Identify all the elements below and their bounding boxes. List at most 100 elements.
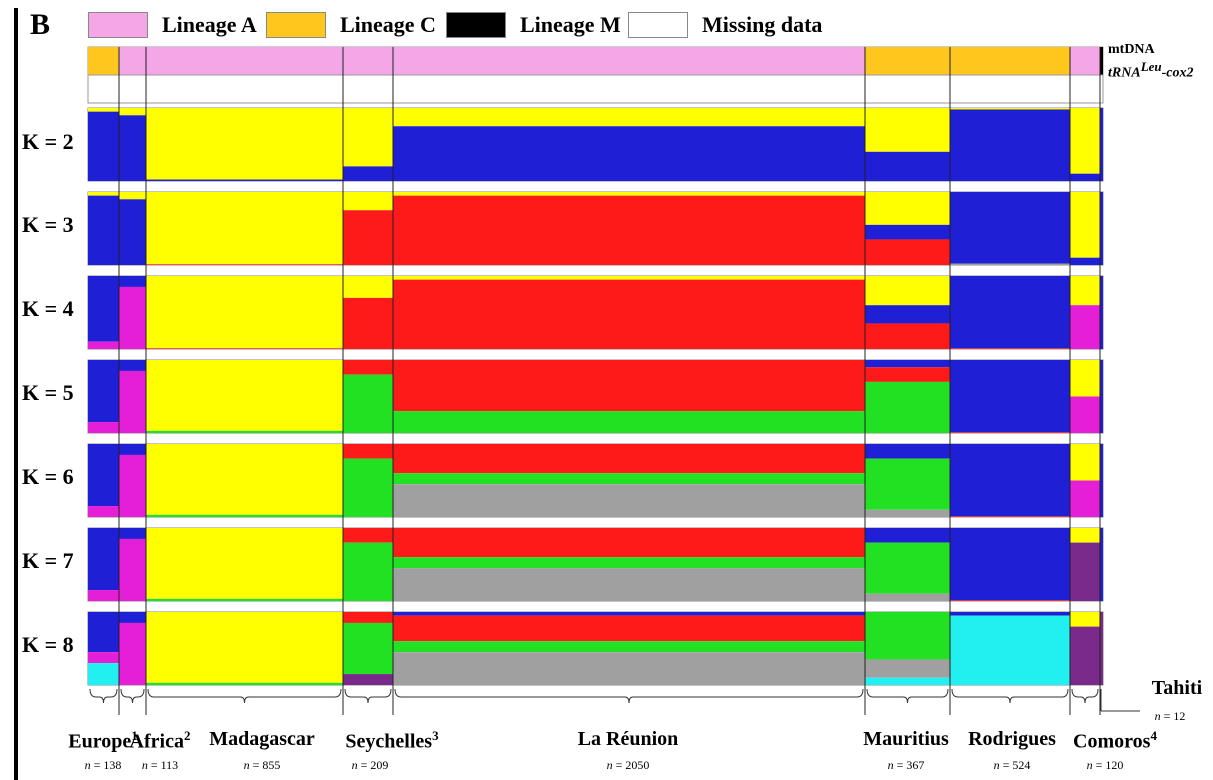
ancestry-bar-segment [865, 151, 950, 181]
ancestry-bar-segment [393, 411, 865, 433]
ancestry-bar-segment [1070, 108, 1100, 174]
ancestry-bar-segment [343, 374, 393, 433]
ancestry-bar-segment [865, 677, 950, 685]
ancestry-bar-segment [1070, 542, 1100, 601]
n-italic: n [141, 758, 148, 772]
panel-letter: B [30, 8, 51, 41]
ancestry-bar-segment [88, 111, 119, 181]
ancestry-bar-segment [119, 612, 146, 623]
n-label-mauritius: n = 367 [888, 758, 925, 773]
ancestry-bar-segment [343, 297, 393, 349]
ancestry-bar-segment [343, 192, 393, 211]
ancestry-bar-segment [146, 514, 343, 517]
ancestry-bar-segment [119, 192, 146, 200]
n-label-madagascar: n = 855 [244, 758, 281, 773]
n-value: = 138 [93, 758, 122, 772]
ancestry-bar-segment [1100, 444, 1103, 517]
ancestry-bar-segment [393, 641, 865, 653]
ancestry-bar-segment [393, 108, 865, 127]
ancestry-bar-segment [865, 367, 950, 382]
n-value: = 120 [1095, 758, 1124, 772]
ancestry-bar-segment [119, 454, 146, 517]
ancestry-bar-segment [146, 444, 343, 515]
n-italic: n [1154, 709, 1161, 723]
n-italic: n [351, 758, 358, 772]
ancestry-bar-segment [865, 444, 950, 459]
ancestry-bar-segment [343, 528, 393, 543]
ancestry-bar-segment [1070, 257, 1100, 265]
mtdna-segment [1070, 47, 1100, 75]
pop-sup: 3 [432, 728, 439, 743]
ancestry-bar-segment [146, 348, 343, 349]
ancestry-bar-segment [1070, 444, 1100, 481]
legend-label: Missing data [702, 12, 823, 37]
trna-cox2-label: tRNALeu-cox2 [1108, 59, 1194, 82]
pop-sup: 4 [1150, 728, 1157, 743]
ancestry-bar-segment [950, 192, 1070, 264]
mtdna-segment [393, 47, 865, 75]
ancestry-bar-segment [950, 348, 1070, 349]
ancestry-bar-segment [88, 663, 119, 685]
ancestry-bar-segment [88, 276, 119, 342]
ancestry-bar-segment [950, 612, 1070, 616]
k-label-2: K = 2 [22, 129, 74, 154]
ancestry-bar-segment [950, 600, 1070, 601]
ancestry-bar-segment [119, 115, 146, 181]
pop-label-la-reunion: La Réunion [577, 728, 679, 750]
ancestry-bar-segment [88, 590, 119, 601]
pop-label-tahiti: Tahiti [1151, 677, 1203, 699]
ancestry-bar-segment [146, 682, 343, 685]
ancestry-bar-segment [1070, 360, 1100, 397]
ancestry-bar-segment [146, 276, 343, 349]
ancestry-bar-segment [1100, 528, 1103, 601]
ancestry-bar-segment [146, 528, 343, 599]
legend-label: Lineage C [340, 12, 436, 37]
ancestry-bar-segment [146, 264, 343, 265]
cox2-label: -cox2 [1161, 65, 1194, 81]
ancestry-bar-segment [1070, 480, 1100, 517]
n-italic: n [243, 758, 250, 772]
ancestry-bar-segment [950, 444, 1070, 517]
n-label-africa: n = 113 [142, 758, 178, 773]
ancestry-bar-segment [393, 568, 865, 601]
ancestry-bar-segment [393, 444, 865, 474]
ancestry-bar-segment [119, 622, 146, 685]
ancestry-bar-segment [950, 528, 1070, 601]
ancestry-bar-segment [950, 276, 1070, 349]
ancestry-bar-segment [88, 444, 119, 507]
legend-item-lineage-m: Lineage M [446, 10, 621, 40]
n-label-seychelles: n = 209 [352, 758, 389, 773]
n-value: = 524 [1002, 758, 1031, 772]
ancestry-bar-segment [865, 239, 950, 265]
n-label-comoros: n = 120 [1087, 758, 1124, 773]
n-value: = 209 [360, 758, 389, 772]
ancestry-bar-segment [88, 422, 119, 433]
ancestry-bar-segment [393, 276, 865, 280]
ancestry-bar-segment [343, 360, 393, 375]
pop-name: Europe [68, 730, 132, 753]
ancestry-bar-segment [88, 652, 119, 664]
ancestry-bar-segment [1100, 192, 1103, 265]
population-brace [120, 688, 145, 704]
mtdna-segment [865, 47, 950, 75]
ancestry-bar-segment [865, 593, 950, 601]
population-brace [394, 688, 864, 704]
ancestry-bar-segment [1070, 626, 1100, 685]
pop-sup: 2 [183, 728, 191, 743]
k-label-8: K = 8 [22, 632, 74, 657]
ancestry-bar-segment [146, 192, 343, 265]
ancestry-bar-segment [88, 341, 119, 349]
ancestry-bar-segment [343, 542, 393, 601]
ancestry-bar-segment [865, 360, 950, 368]
legend-label: Lineage A [162, 12, 257, 37]
ancestry-bar-segment [865, 612, 950, 660]
ancestry-bar-segment [950, 360, 1070, 433]
n-label-europe: n = 138 [85, 758, 122, 773]
ancestry-bar-segment [146, 612, 343, 683]
n-italic: n [84, 758, 91, 772]
ancestry-bar-segment [865, 192, 950, 225]
ancestry-bar-segment [393, 360, 865, 412]
ancestry-bar-segment [119, 370, 146, 433]
mtdna-segment [119, 47, 146, 75]
legend-item-lineage-a: Lineage A [88, 10, 257, 40]
